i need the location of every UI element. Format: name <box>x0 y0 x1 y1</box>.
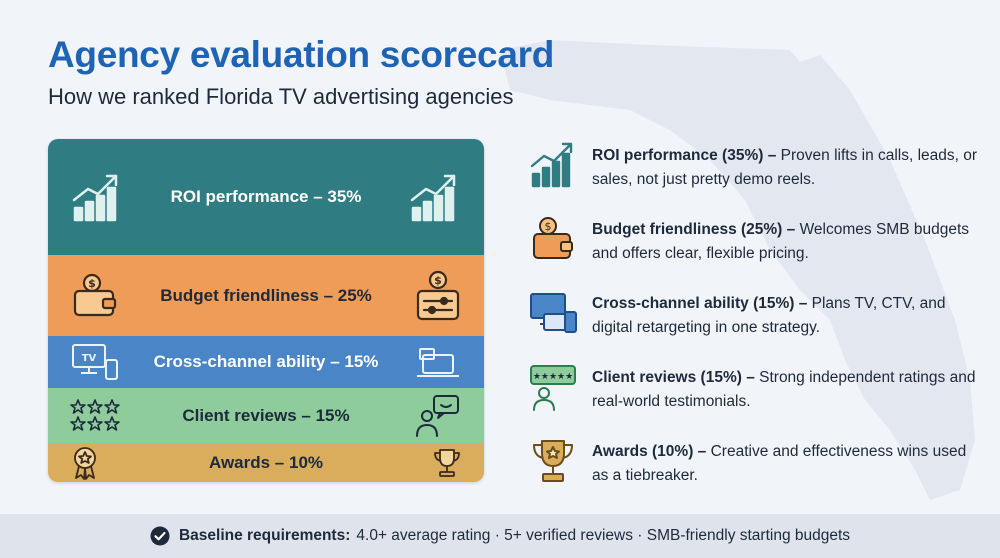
svg-text:$: $ <box>88 277 96 290</box>
scorecard-bar-label: Budget friendliness – 25% <box>160 285 372 305</box>
laptop-icon <box>417 348 459 377</box>
wallet-coin-icon: $ <box>73 273 117 316</box>
six-stars-icon <box>70 398 120 431</box>
svg-text:★★★★★: ★★★★★ <box>533 372 573 382</box>
list-item: $ Budget friendliness (25%) – Welcomes S… <box>528 214 978 270</box>
scorecard-bar-budget: $ Budget friendliness – 25% $ <box>48 255 484 336</box>
trophy-icon <box>533 440 573 482</box>
criteria-title: Awards (10%) – <box>592 443 707 460</box>
trophy-icon <box>434 448 460 477</box>
list-item: Cross-channel ability (15%) – Plans TV, … <box>528 288 978 344</box>
criteria-desc: Plans TV, CTV, and digital retargeting i… <box>592 295 946 336</box>
scorecard-bar-awards: Awards – 10% <box>48 443 484 482</box>
medal-icon <box>74 446 96 480</box>
criteria-desc: Welcomes SMB budgets and offers clear, f… <box>592 221 969 262</box>
scorecard-bar-label: Client reviews – 15% <box>182 405 350 425</box>
svg-text:$: $ <box>545 220 552 233</box>
page-title: Agency evaluation scorecard <box>48 34 554 75</box>
list-item: ★★★★★ Client reviews (15%) – Strong inde… <box>528 362 978 418</box>
person-chat-icon <box>416 394 459 437</box>
scorecard-bar-label: Cross-channel ability – 15% <box>153 352 379 371</box>
criteria-desc: Creative and effectiveness wins used as … <box>592 443 967 484</box>
bar-chart-up-icon <box>410 174 456 222</box>
scorecard-bars: ROI performance – 35% $ Budget friendlin… <box>48 139 484 482</box>
scorecard-bar-roi: ROI performance – 35% <box>48 139 484 255</box>
scorecard-bar-label: ROI performance – 35% <box>170 187 362 206</box>
florida-map-icon <box>500 40 975 500</box>
svg-text:$: $ <box>434 274 442 287</box>
criteria-title: Cross-channel ability (15%) – <box>592 295 808 312</box>
scorecard-bar-cross-channel: TV Cross-channel ability – 15% <box>48 336 484 388</box>
check-circle-icon <box>150 526 170 546</box>
criteria-title: Client reviews (15%) – <box>592 369 755 386</box>
footer-banner: Baseline requirements: 4.0+ average rati… <box>0 514 1000 558</box>
scorecard-bar-reviews: Client reviews – 15% <box>48 388 484 443</box>
scorecard-bar-label: Awards – 10% <box>208 452 324 472</box>
page-subtitle: How we ranked Florida TV advertising age… <box>48 84 514 109</box>
list-item: Awards (10%) – Creative and effectivenes… <box>528 436 978 492</box>
criteria-title: ROI performance (35%) – <box>592 147 777 164</box>
bar-chart-up-icon <box>72 174 118 222</box>
list-item: ROI performance (35%) – Proven lifts in … <box>528 140 978 196</box>
footer-label: Baseline requirements: <box>178 527 351 544</box>
criteria-desc: Strong independent ratings and real-worl… <box>592 369 976 410</box>
coin-sliders-icon: $ <box>416 270 460 320</box>
bar-chart-up-icon <box>530 142 573 188</box>
wallet-coin-icon: $ <box>533 217 573 259</box>
svg-text:TV: TV <box>82 353 97 364</box>
footer-text: 4.0+ average rating · 5+ verified review… <box>356 527 851 544</box>
criteria-title: Budget friendliness (25%) – <box>592 221 796 238</box>
devices-icon <box>530 293 577 333</box>
review-person-icon: ★★★★★ <box>530 365 576 411</box>
tv-phone-icon: TV <box>72 344 118 380</box>
criteria-desc: Proven lifts in calls, leads, or sales, … <box>592 147 978 188</box>
